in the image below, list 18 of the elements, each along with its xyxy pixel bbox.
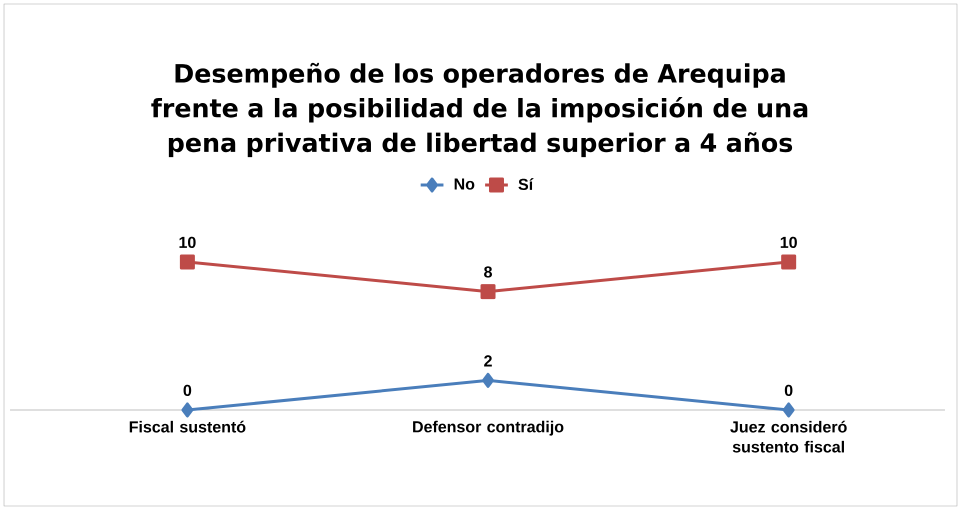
point (180, 254, 195, 270)
legend-label: No (454, 178, 474, 190)
x-tick-label: Fiscal sustentó (130, 420, 246, 433)
data-label: 8 (484, 266, 492, 278)
data-label: 0 (184, 384, 192, 396)
point (781, 254, 796, 270)
data-label: 10 (780, 236, 797, 248)
legend-label: Sí (518, 178, 534, 190)
point (782, 402, 795, 418)
data-label: 0 (784, 384, 792, 396)
point (480, 284, 496, 300)
x-tick-label: Defensor contradijo (413, 420, 564, 436)
x-tick-label: Juez consideró sustento fiscal (730, 420, 847, 453)
point (181, 402, 194, 418)
data-label: 10 (179, 236, 196, 248)
chart-title: Desempeño de los operadores de Arequipa frente a la posibilidad de la imposición de una pena privativa de libertad superior a 4 años (151, 62, 808, 158)
point (482, 372, 494, 388)
data-label: 2 (484, 355, 492, 366)
